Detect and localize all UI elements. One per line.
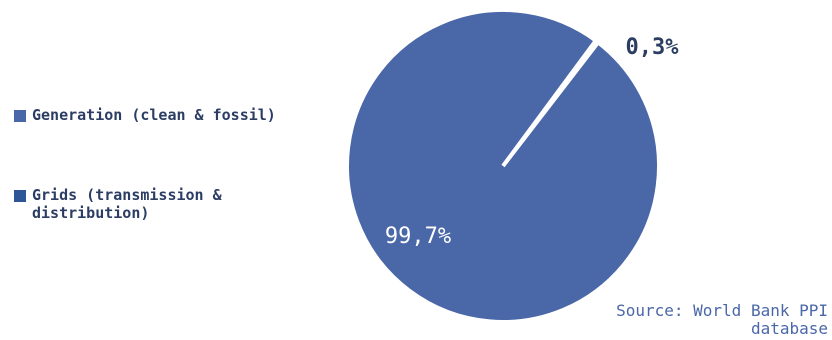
legend-label-generation: Generation (clean & fossil) [32, 106, 276, 124]
legend-item-grids: Grids (transmission & distribution) [14, 186, 322, 222]
legend-swatch-generation [14, 110, 26, 122]
slice-label-grids: 99,7% [385, 224, 451, 249]
pie-slice-grids [345, 8, 661, 324]
source-note: Source: World Bank PPI database [616, 301, 828, 338]
legend-item-generation: Generation (clean & fossil) [14, 106, 322, 124]
legend-label-grids: Grids (transmission & distribution) [32, 186, 222, 222]
legend-swatch-grids [14, 190, 26, 202]
slice-label-generation: 0,3% [626, 35, 680, 60]
